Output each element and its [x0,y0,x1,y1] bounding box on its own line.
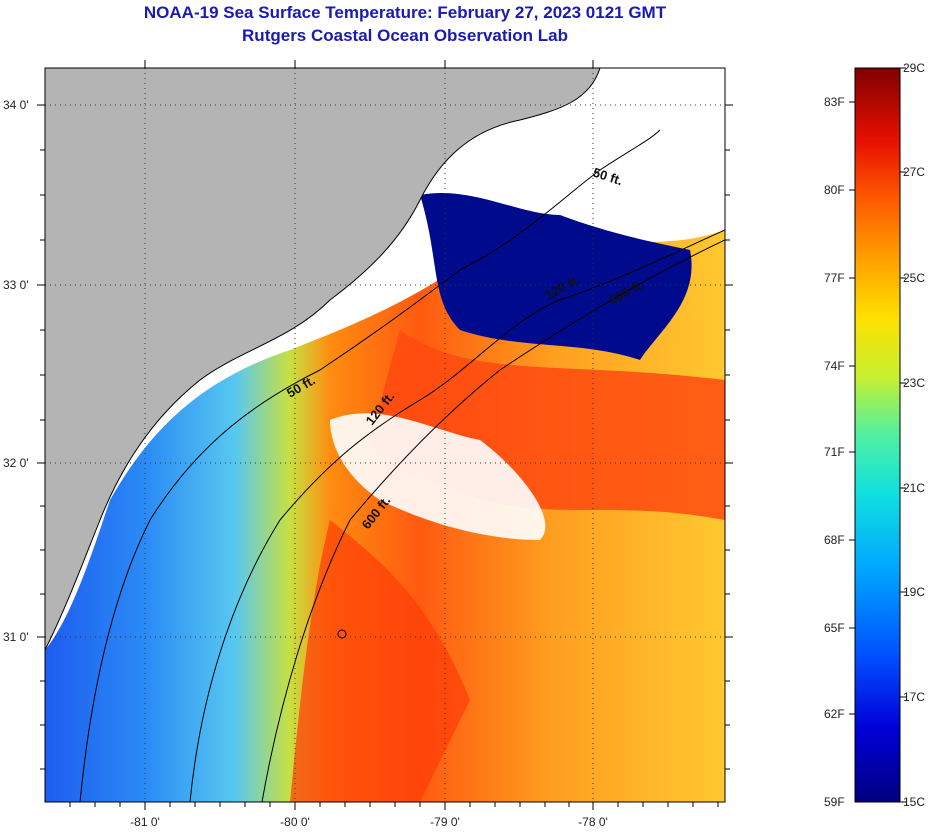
map-area [45,68,725,802]
chart-subtitle: Rutgers Coastal Ocean Observation Lab [242,26,568,45]
lat-label: 34 0' [3,98,29,112]
lat-label: 32 0' [3,456,29,470]
lon-label: -81 0' [130,815,160,829]
lon-label: -79 0' [430,815,460,829]
fahrenheit-label: 68F [824,533,845,547]
fahrenheit-label: 59F [824,795,845,809]
celsius-label: 29C [903,61,925,75]
fahrenheit-label: 62F [824,707,845,721]
cold-water-patch [420,192,692,360]
land-mass [45,68,600,650]
lat-label: 31 0' [3,630,29,644]
isobath-50ft [79,129,661,802]
fahrenheit-label: 74F [824,359,845,373]
fahrenheit-label: 83F [824,95,845,109]
fahrenheit-label: 80F [824,183,845,197]
celsius-label: 19C [903,585,925,599]
celsius-label: 17C [903,690,925,704]
lon-label: -80 0' [280,815,310,829]
celsius-label: 15C [903,795,925,809]
colorbar-gradient [854,67,901,803]
celsius-label: 27C [903,165,925,179]
colorbar: 83F 80F 77F 74F 71F 68F 65F 62F 59F 29C … [824,61,925,809]
isobath-120ft [189,229,725,802]
cloud-patch [330,413,546,540]
buoy-marker [337,629,347,639]
frame-ticks [37,60,733,810]
celsius-label: 25C [903,271,925,285]
chart-title: NOAA-19 Sea Surface Temperature: Februar… [143,3,667,22]
map-frame [44,67,726,803]
latitude-labels: 34 0' 33 0' 32 0' 31 0' [3,98,29,644]
lon-label: -78 0' [578,815,608,829]
celsius-label: 21C [903,481,925,495]
longitude-labels: -81 0' -80 0' -79 0' -78 0' [130,815,608,829]
fahrenheit-label: 65F [824,621,845,635]
lat-label: 33 0' [3,278,29,292]
gulf-stream-core [290,520,470,802]
coastline [45,68,601,651]
graticule [45,68,725,802]
fahrenheit-label: 77F [824,271,845,285]
fahrenheit-label: 71F [824,445,845,459]
celsius-label: 23C [903,376,925,390]
